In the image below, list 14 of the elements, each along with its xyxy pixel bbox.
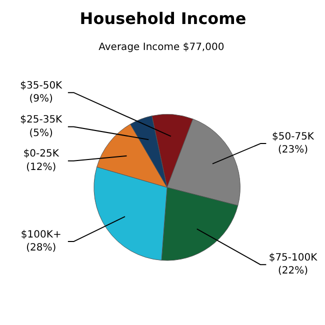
data-label: (28%): [26, 242, 56, 254]
slice-label: $100K+: [20, 229, 62, 240]
data-label: (5%): [29, 128, 54, 139]
data-label: (22%): [278, 266, 308, 277]
slice-label: $35-50K: [20, 80, 63, 92]
chart-title: Household Income: [80, 8, 246, 28]
data-label: (12%): [26, 162, 56, 173]
slice-label: $0-25K: [23, 148, 60, 160]
data-label: (9%): [29, 94, 54, 105]
slice-label: $75-100K: [268, 252, 318, 264]
slice-label: $25-35K: [20, 114, 63, 126]
data-label: (23%): [278, 144, 308, 156]
slice-label: $50-75K: [272, 131, 314, 142]
chart-subtitle: Average Income $77,000: [98, 42, 224, 54]
